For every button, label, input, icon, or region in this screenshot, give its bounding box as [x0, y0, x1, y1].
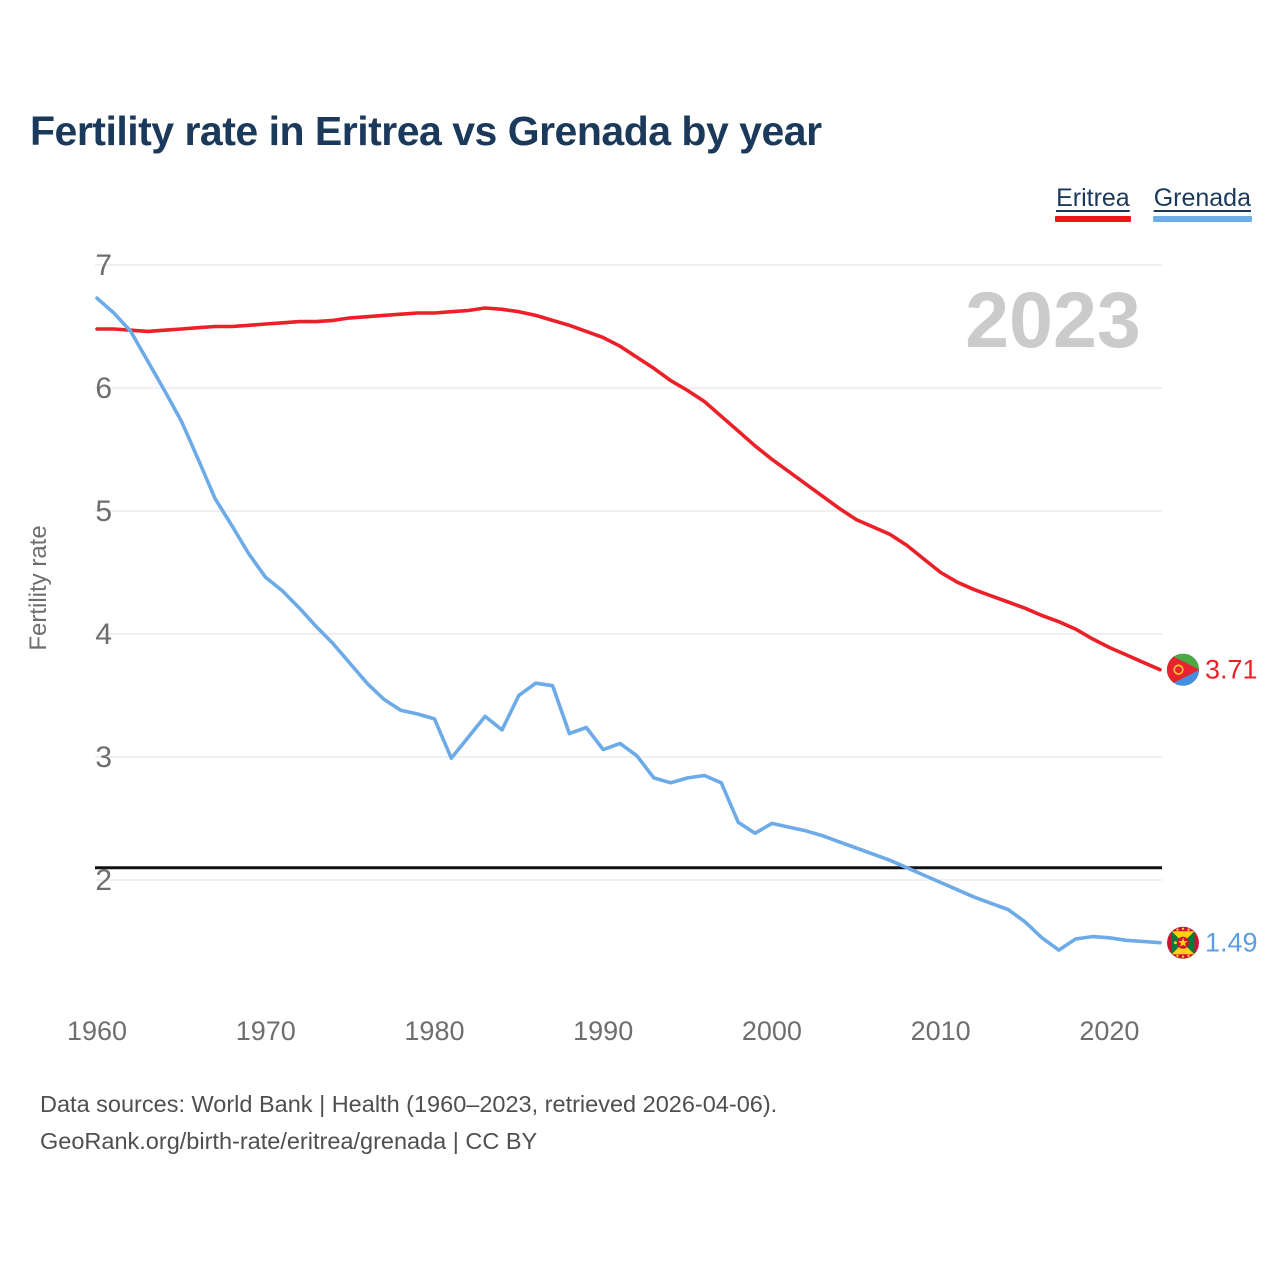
y-tick-label: 7: [95, 249, 112, 282]
eritrea-line: [95, 306, 1162, 672]
y-axis-title: Fertility rate: [25, 525, 52, 650]
gridlines: [95, 264, 1162, 881]
y-tick-label: 3: [95, 741, 112, 774]
watermark-year: 2023: [965, 275, 1141, 364]
legend: Eritrea Grenada: [1055, 184, 1252, 222]
data-source-line: Data sources: World Bank | Health (1960–…: [40, 1091, 778, 1117]
geo-rank-link-line[interactable]: GeoRank.org/birth-rate/eritrea/grenada |…: [40, 1128, 538, 1154]
legend-item-grenada[interactable]: Grenada: [1152, 184, 1252, 222]
legend-swatch-eritrea: [1055, 216, 1131, 222]
eritrea-flag-icon: [1166, 653, 1200, 687]
axis-labels: 7 6 5 4 3 2 1960 1970 1980 1990 2000 2010 2020 Fertil…: [25, 249, 1139, 1046]
page-title: Fertility rate in Eritrea vs Grenada by …: [30, 108, 822, 154]
y-tick-label: 2: [95, 864, 112, 897]
x-tick-label: 2010: [911, 1016, 971, 1046]
legend-item-eritrea[interactable]: Eritrea: [1055, 184, 1131, 222]
legend-label-grenada[interactable]: Grenada: [1153, 184, 1251, 212]
source-attribution: Data sources: World Bank | Health (1960–…: [40, 1086, 777, 1160]
x-tick-label: 2000: [742, 1016, 802, 1046]
grenada-end-value-label: 1.49: [1205, 928, 1258, 958]
x-tick-label: 2020: [1079, 1016, 1139, 1046]
grenada-flag-icon: [1166, 926, 1200, 960]
x-tick-label: 1980: [404, 1016, 464, 1046]
x-tick-label: 1960: [67, 1016, 127, 1046]
x-tick-label: 1970: [236, 1016, 296, 1046]
series-layer: [95, 296, 1162, 952]
grenada-line: [95, 296, 1162, 952]
end-labels-layer: 3.71 1.49: [1205, 655, 1258, 958]
y-tick-label: 4: [95, 618, 112, 651]
legend-label-eritrea[interactable]: Eritrea: [1056, 184, 1130, 212]
y-tick-label: 5: [95, 495, 112, 528]
watermark-layer: 2023: [965, 275, 1141, 364]
y-tick-label: 6: [95, 372, 112, 405]
eritrea-end-value-label: 3.71: [1205, 655, 1258, 685]
x-tick-label: 1990: [573, 1016, 633, 1046]
legend-swatch-grenada: [1152, 216, 1252, 222]
